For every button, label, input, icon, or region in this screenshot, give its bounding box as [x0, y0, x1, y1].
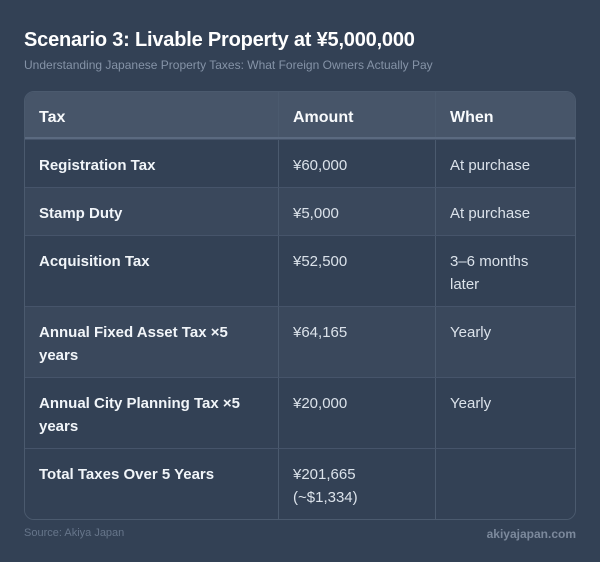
table-row: Registration Tax ¥60,000 At purchase: [25, 139, 575, 187]
tax-name: Annual Fixed Asset Tax ×5 years: [25, 307, 279, 377]
header-amount: Amount: [279, 92, 436, 137]
table-header-row: Tax Amount When: [25, 92, 575, 139]
tax-when: Yearly: [450, 395, 492, 412]
tax-when: At purchase: [450, 157, 531, 174]
table-row: Acquisition Tax ¥52,500 3–6 months later: [25, 235, 575, 306]
tax-amount: ¥60,000: [279, 140, 436, 187]
tax-when: [436, 449, 575, 519]
total-yen: ¥201,665: [293, 466, 356, 483]
tax-when: 3–6 months later: [450, 253, 529, 293]
site-credit: akiyajapan.com: [486, 527, 576, 541]
header-tax: Tax: [25, 92, 279, 137]
tax-table: Tax Amount When Registration Tax ¥60,000…: [24, 91, 576, 520]
tax-amount: ¥5,000: [279, 188, 436, 235]
page-subtitle: Understanding Japanese Property Taxes: W…: [24, 58, 433, 72]
tax-amount: ¥52,500: [279, 236, 436, 306]
tax-amount: ¥20,000: [279, 378, 436, 448]
total-usd: (~$1,334): [293, 489, 358, 506]
tax-name: Annual City Planning Tax ×5 years: [25, 378, 279, 448]
tax-name: Acquisition Tax: [25, 236, 279, 306]
tax-amount: ¥64,165: [279, 307, 436, 377]
table-row: Annual City Planning Tax ×5 years ¥20,00…: [25, 377, 575, 448]
tax-when: At purchase: [450, 205, 531, 222]
header-when: When: [450, 109, 494, 126]
tax-name: Total Taxes Over 5 Years: [25, 449, 279, 519]
source-note: Source: Akiya Japan: [24, 527, 125, 539]
page-title: Scenario 3: Livable Property at ¥5,000,0…: [24, 29, 415, 51]
table-row: Annual Fixed Asset Tax ×5 years ¥64,165 …: [25, 306, 575, 377]
table-row-total: Total Taxes Over 5 Years ¥201,665 (~$1,3…: [25, 448, 575, 519]
tax-when: Yearly: [450, 324, 492, 341]
table-row: Stamp Duty ¥5,000 At purchase: [25, 187, 575, 235]
tax-name: Registration Tax: [25, 140, 279, 187]
tax-name: Stamp Duty: [25, 188, 279, 235]
tax-amount: ¥201,665 (~$1,334): [279, 449, 436, 519]
